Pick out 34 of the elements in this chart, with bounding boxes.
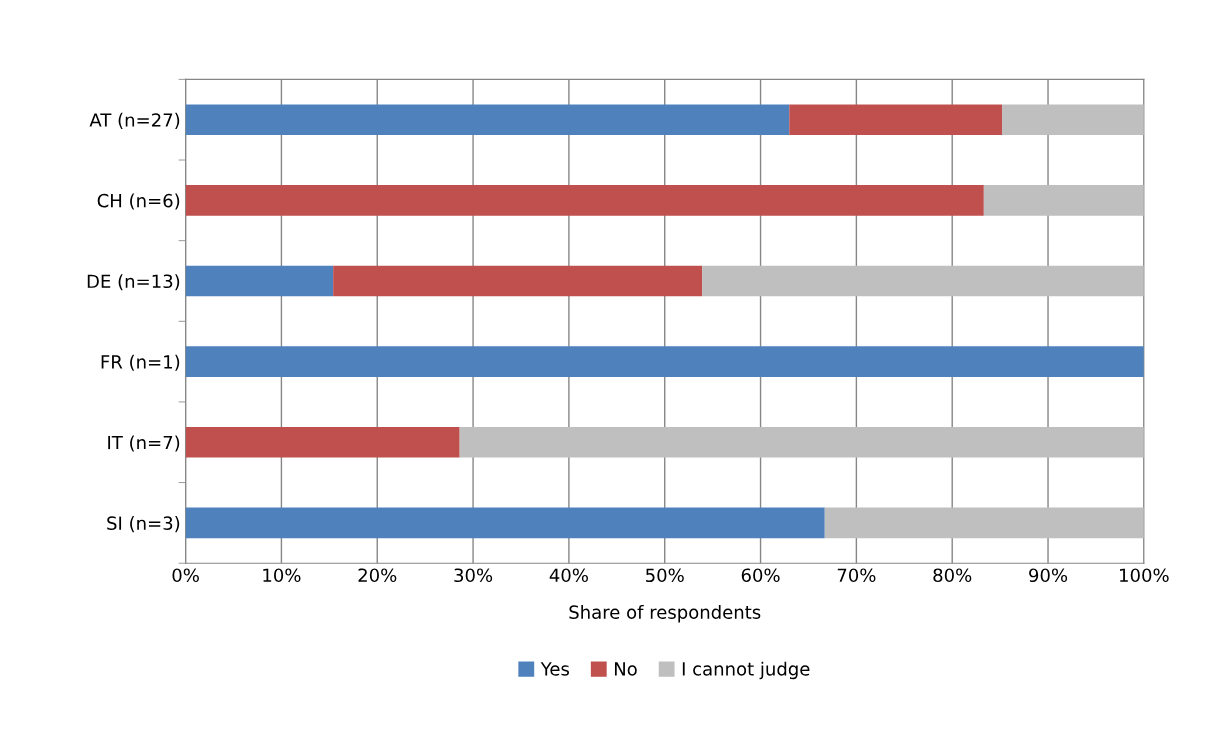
x-tick-label: 70% bbox=[837, 568, 876, 583]
x-tick-label: 20% bbox=[358, 568, 397, 583]
bar bbox=[459, 426, 1144, 458]
x-tick-label: 80% bbox=[933, 568, 972, 583]
x-axis-title: Share of respondents bbox=[569, 605, 761, 623]
bar bbox=[789, 104, 1003, 136]
bar bbox=[824, 507, 1144, 539]
x-tick-label: 50% bbox=[646, 568, 684, 583]
x-tick-label: 90% bbox=[1029, 568, 1068, 583]
y-tick-label: FR (n=1) bbox=[101, 354, 180, 371]
bar bbox=[185, 507, 825, 539]
bar bbox=[185, 426, 460, 458]
bar bbox=[1002, 104, 1144, 136]
x-tick-label: 100% bbox=[1120, 568, 1169, 583]
x-tick-label: 40% bbox=[549, 568, 588, 583]
y-tick-label: AT (n=27) bbox=[89, 112, 180, 129]
bar bbox=[333, 265, 703, 297]
x-tick-label: 0% bbox=[172, 568, 199, 583]
x-tick-label: 60% bbox=[741, 568, 780, 583]
legend-label: Yes bbox=[540, 662, 569, 676]
y-tick-label: IT (n=7) bbox=[108, 435, 180, 452]
legend-label: I cannot judge bbox=[682, 661, 810, 680]
bar bbox=[185, 346, 1144, 377]
y-tick-label: CH (n=6) bbox=[97, 193, 180, 210]
bar bbox=[185, 265, 334, 297]
bar bbox=[185, 104, 790, 136]
legend-label: No bbox=[614, 662, 637, 676]
bar bbox=[185, 185, 984, 216]
bar bbox=[702, 265, 1144, 297]
bar bbox=[983, 185, 1144, 216]
x-tick-label: 10% bbox=[263, 568, 301, 583]
y-tick-label: SI (n=3) bbox=[107, 516, 180, 533]
x-tick-label: 30% bbox=[454, 568, 493, 583]
y-tick-label: DE (n=13) bbox=[87, 274, 180, 291]
